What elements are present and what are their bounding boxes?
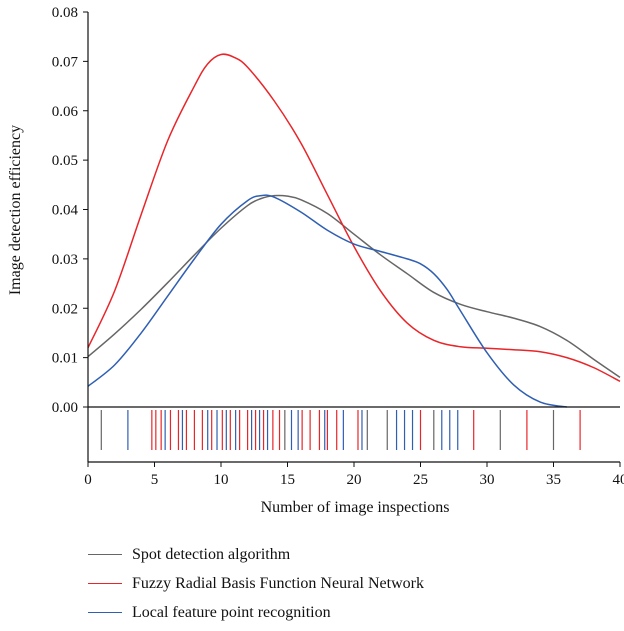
x-tick-label: 15 <box>280 472 295 488</box>
x-tick-label: 35 <box>546 472 561 488</box>
x-tick-label: 20 <box>347 472 362 488</box>
legend-item-local: Local feature point recognition <box>88 598 424 627</box>
legend-label-local: Local feature point recognition <box>132 603 331 621</box>
legend-label-spot: Spot detection algorithm <box>132 545 291 563</box>
legend-swatch-local <box>88 612 122 613</box>
x-tick-label: 30 <box>480 472 495 488</box>
legend-item-spot: Spot detection algorithm <box>88 540 424 569</box>
chart-area: 0.00 0.01 0.02 0.03 0.04 0.05 0.06 0.07 0.08 0 5 10… <box>7 5 624 516</box>
y-tick-label: 0.06 <box>52 104 79 120</box>
legend-swatch-spot <box>88 554 122 555</box>
x-tick-label: 10 <box>214 472 229 488</box>
legend: Spot detection algorithm Fuzzy Radial Ba… <box>88 540 424 627</box>
y-axis-title: Image detection efficiency <box>7 125 24 295</box>
x-tick-label: 5 <box>151 472 159 488</box>
x-tick-label: 0 <box>84 472 92 488</box>
legend-item-fuzzy: Fuzzy Radial Basis Function Neural Netwo… <box>88 569 424 598</box>
y-tick-label: 0.00 <box>52 400 78 416</box>
y-tick-label: 0.07 <box>52 54 79 70</box>
y-tick-label: 0.03 <box>52 252 78 268</box>
series-line-fuzzy <box>87 53 621 382</box>
y-tick-label: 0.04 <box>52 203 79 219</box>
series-line-spot <box>87 194 621 378</box>
y-tick-label: 0.08 <box>52 5 78 21</box>
y-tick-label: 0.02 <box>52 301 78 317</box>
legend-label-fuzzy: Fuzzy Radial Basis Function Neural Netwo… <box>132 574 424 592</box>
y-tick-label: 0.01 <box>52 351 78 367</box>
x-tick-label: 40 <box>613 472 624 488</box>
axes: 0.00 0.01 0.02 0.03 0.04 0.05 0.06 0.07 0.08 0 5 10… <box>52 5 624 488</box>
series-line-local <box>87 194 567 408</box>
x-axis-title: Number of image inspections <box>261 499 450 516</box>
rug-plot <box>100 410 581 450</box>
x-tick-label: 25 <box>413 472 428 488</box>
y-tick-label: 0.05 <box>52 153 78 169</box>
legend-swatch-fuzzy <box>88 583 122 584</box>
plot-lines <box>87 53 621 408</box>
